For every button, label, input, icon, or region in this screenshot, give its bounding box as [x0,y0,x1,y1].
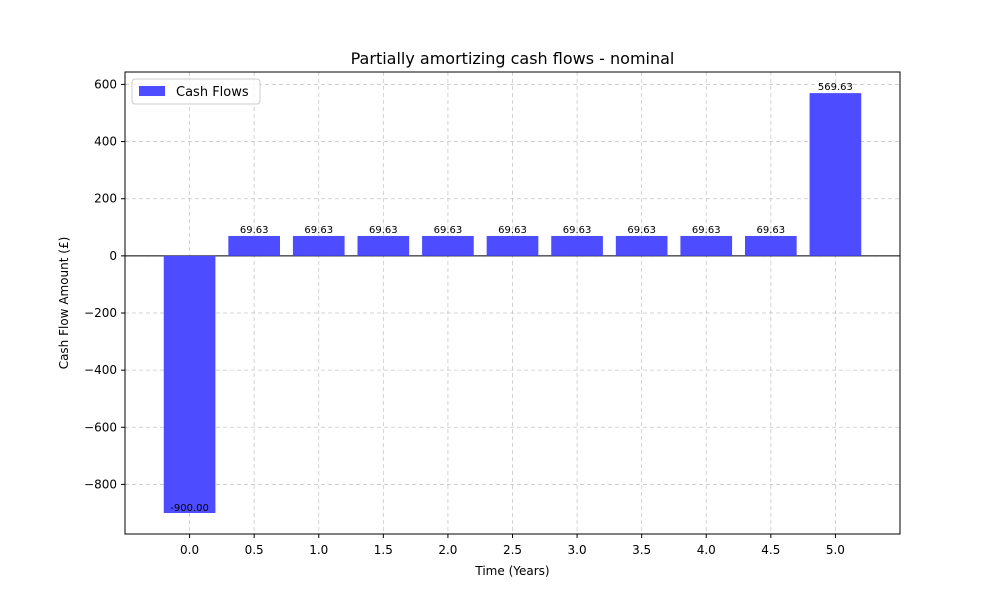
x-tick-label: 3.5 [632,543,651,557]
y-tick-label: −800 [84,477,117,491]
bar [551,235,603,256]
x-tick-label: 0.0 [180,543,199,557]
bar-value-label: 69.63 [563,225,592,236]
bar-value-label: -900.00 [170,503,209,514]
bars [163,93,862,513]
x-tick-label: 3.0 [568,543,587,557]
x-tick-label: 2.5 [503,543,522,557]
bar-value-label: 69.63 [369,225,398,236]
bar [486,235,539,256]
bar [615,235,668,256]
bar [163,255,216,513]
bar-value-label: 69.63 [240,225,269,236]
y-tick-label: 600 [94,77,117,91]
bar-value-label: 569.63 [818,82,853,93]
bar [745,235,797,256]
x-axis-ticks: 0.0 0.5 1.0 1.5 2.0 2.5 3.0 3.5 4.0 4.5 5.0 [180,534,845,557]
y-tick-label: 200 [94,192,117,206]
grid [125,72,900,534]
y-tick-label: −200 [84,306,117,320]
legend-box [131,78,261,105]
x-tick-label: 0.5 [245,543,264,557]
bar-value-label: 69.63 [627,225,656,236]
bar [680,235,733,256]
bar [357,235,410,256]
chart-title: Partially amortizing cash flows - nomina… [351,49,675,68]
y-axis-ticks: −800 −600 −400 −200 0 200 400 600 [84,77,125,491]
bar-value-label: 69.63 [304,225,333,236]
x-tick-label: 4.0 [697,543,716,557]
legend-swatch [139,86,165,96]
x-tick-label: 4.5 [761,543,780,557]
legend: Cash Flows [131,78,261,105]
x-tick-label: 1.5 [374,543,393,557]
y-tick-label: 400 [94,135,117,149]
bar-value-labels: -900.00 69.63 69.63 69.63 69.63 69.63 69.63 69.… [170,82,853,514]
y-axis-label: Cash Flow Amount (£) [57,237,71,370]
bar-value-label: 69.63 [692,225,721,236]
y-tick-label: −400 [84,363,117,377]
x-tick-label: 1.0 [309,543,328,557]
bar-value-label: 69.63 [498,225,527,236]
x-tick-label: 5.0 [826,543,845,557]
bar [809,93,862,256]
x-tick-label: 2.0 [438,543,457,557]
bar [422,235,474,256]
bar-value-label: 69.63 [757,225,786,236]
bar [228,235,280,256]
bar-value-label: 69.63 [434,225,463,236]
x-axis-label: Time (Years) [474,564,549,578]
bar [292,235,345,256]
y-tick-label: 0 [109,249,117,263]
legend-entry-cash-flows: Cash Flows [176,85,249,100]
y-tick-label: −600 [84,420,117,434]
